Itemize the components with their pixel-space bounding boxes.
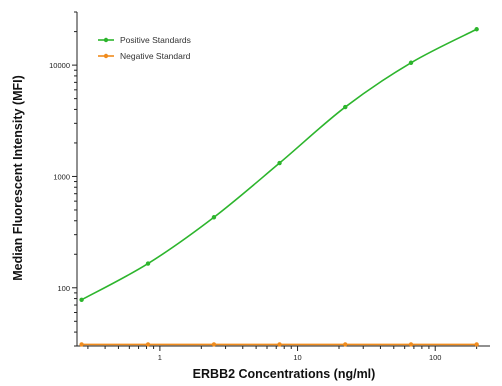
data-point-0 bbox=[211, 215, 217, 220]
y-axis-title: Median Fluorescent Intensity (MFI) bbox=[11, 75, 25, 281]
legend-label: Negative Standard bbox=[120, 51, 191, 61]
legend-swatch-marker bbox=[103, 53, 109, 59]
legend: Positive Standards Negative Standard bbox=[98, 35, 191, 61]
data-point-1 bbox=[277, 342, 282, 347]
data-point-0 bbox=[343, 104, 348, 110]
y-ticks: 100 1000 10000 bbox=[49, 11, 77, 347]
data-point-1 bbox=[343, 342, 348, 347]
x-axis: 1 10 100 bbox=[77, 345, 490, 362]
data-point-0 bbox=[277, 160, 282, 166]
x-ticks: 1 10 100 bbox=[87, 346, 478, 362]
data-point-1 bbox=[474, 342, 479, 347]
legend-swatch-marker bbox=[103, 37, 109, 43]
x-axis-title: ERBB2 Concentrations (ng/ml) bbox=[193, 367, 376, 381]
data-point-0 bbox=[474, 27, 479, 32]
data-point-1 bbox=[211, 342, 217, 347]
data-point-0 bbox=[79, 297, 84, 302]
y-tick-label: 10000 bbox=[49, 61, 70, 70]
x-tick-label: 1 bbox=[158, 353, 162, 362]
data-point-0 bbox=[145, 261, 151, 266]
y-axis: 100 1000 10000 bbox=[49, 11, 78, 347]
data-point-0 bbox=[408, 60, 414, 65]
x-tick-label: 100 bbox=[429, 353, 442, 362]
data-point-1 bbox=[408, 342, 414, 347]
x-tick-label: 10 bbox=[293, 353, 301, 362]
y-tick-label: 100 bbox=[57, 284, 70, 293]
series-layer bbox=[79, 27, 479, 347]
data-point-1 bbox=[79, 342, 84, 347]
y-tick-label: 1000 bbox=[53, 172, 70, 181]
legend-label: Positive Standards bbox=[120, 35, 191, 45]
data-point-1 bbox=[145, 342, 151, 347]
